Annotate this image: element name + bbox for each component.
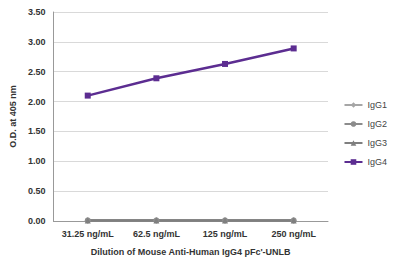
svg-text:2.50: 2.50	[28, 67, 46, 77]
svg-text:62.5 ng/mL: 62.5 ng/mL	[133, 229, 181, 239]
svg-text:1.50: 1.50	[28, 126, 46, 136]
svg-text:O.D. at 405 nm: O.D. at 405 nm	[8, 85, 18, 148]
svg-text:IgG3: IgG3	[367, 138, 387, 148]
svg-text:2.00: 2.00	[28, 97, 46, 107]
svg-text:0.50: 0.50	[28, 186, 46, 196]
svg-text:1.00: 1.00	[28, 156, 46, 166]
svg-text:3.50: 3.50	[28, 7, 46, 17]
svg-text:31.25 ng/mL: 31.25 ng/mL	[62, 229, 115, 239]
svg-text:Dilution of Mouse Anti-Human I: Dilution of Mouse Anti-Human IgG4 pFc'-U…	[91, 247, 291, 257]
svg-text:IgG2: IgG2	[367, 119, 387, 129]
svg-text:IgG4: IgG4	[367, 157, 387, 167]
svg-text:IgG1: IgG1	[367, 100, 387, 110]
svg-text:0.00: 0.00	[28, 216, 46, 226]
svg-text:3.00: 3.00	[28, 37, 46, 47]
svg-text:125 ng/mL: 125 ng/mL	[203, 229, 248, 239]
svg-text:250 ng/mL: 250 ng/mL	[271, 229, 316, 239]
